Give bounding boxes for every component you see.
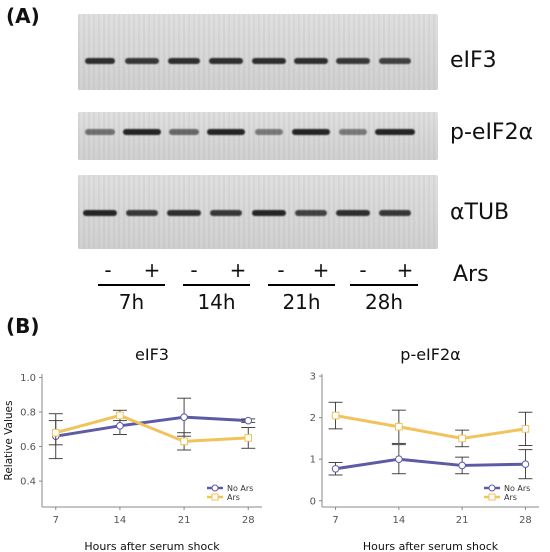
data-point bbox=[180, 437, 188, 446]
data-point bbox=[458, 461, 466, 470]
time-group-line bbox=[268, 284, 335, 286]
blot-label-p-eif2a: p-eIF2α bbox=[450, 120, 534, 145]
data-point bbox=[331, 411, 340, 420]
data-point bbox=[116, 411, 124, 420]
y-tick-label: 0.8 bbox=[20, 408, 36, 419]
data-point bbox=[51, 428, 60, 437]
data-point bbox=[244, 434, 253, 442]
y-tick-label: 1.0 bbox=[20, 373, 36, 384]
series-line bbox=[335, 457, 526, 471]
panel-b-label: (B) bbox=[6, 314, 40, 338]
x-tick-label: 28 bbox=[519, 515, 532, 526]
data-point bbox=[395, 455, 403, 464]
band bbox=[168, 58, 200, 64]
x-tick-label: 28 bbox=[242, 515, 255, 526]
time-label: 21h bbox=[282, 290, 321, 314]
band bbox=[255, 129, 283, 135]
x-tick-label: 21 bbox=[456, 515, 469, 526]
treatment-sign: + bbox=[229, 258, 247, 282]
data-point bbox=[116, 422, 124, 430]
data-point bbox=[244, 416, 253, 425]
band bbox=[210, 210, 242, 216]
legend-label: No Ars bbox=[227, 484, 253, 493]
y-tick-label: 0 bbox=[310, 496, 316, 507]
x-tick-label: 7 bbox=[332, 515, 338, 526]
x-tick-label: 14 bbox=[114, 515, 127, 526]
time-group-line bbox=[350, 284, 418, 286]
x-axis-label: Hours after serum shock bbox=[84, 540, 220, 552]
x-tick-label: 21 bbox=[178, 515, 191, 526]
data-point bbox=[458, 434, 466, 443]
data-point bbox=[180, 413, 188, 421]
band bbox=[207, 129, 245, 135]
band bbox=[375, 129, 415, 135]
chart-title: p-eIF2α bbox=[400, 345, 460, 364]
band bbox=[85, 58, 115, 64]
ars-label: Ars bbox=[453, 262, 489, 287]
treatment-sign: + bbox=[396, 258, 414, 282]
x-tick-label: 14 bbox=[392, 515, 405, 526]
y-tick-label: 2 bbox=[310, 413, 316, 424]
band bbox=[336, 210, 370, 216]
band bbox=[125, 58, 159, 64]
time-label: 14h bbox=[197, 290, 236, 314]
treatment-sign: + bbox=[312, 258, 330, 282]
panel-a-label: (A) bbox=[6, 4, 40, 28]
blot-label-atub: αTUB bbox=[450, 200, 510, 225]
chart-title: eIF3 bbox=[135, 345, 169, 364]
blot-label-eif3: eIF3 bbox=[450, 48, 497, 73]
x-axis-label: Hours after serum shock bbox=[363, 540, 499, 552]
treatment-sign: - bbox=[104, 258, 112, 282]
data-point bbox=[521, 425, 530, 433]
legend-marker bbox=[488, 484, 496, 492]
band bbox=[339, 129, 367, 135]
x-tick-label: 7 bbox=[53, 515, 59, 526]
legend-label: Ars bbox=[504, 493, 517, 502]
y-axis-label: Relative Values bbox=[3, 401, 15, 481]
series-line bbox=[55, 413, 249, 443]
band bbox=[379, 210, 411, 216]
data-point bbox=[331, 464, 340, 473]
legend-label: No Ars bbox=[504, 484, 530, 493]
legend-marker bbox=[211, 484, 219, 492]
band bbox=[85, 129, 115, 135]
data-point bbox=[395, 422, 403, 431]
treatment-sign: - bbox=[190, 258, 198, 282]
band bbox=[252, 210, 286, 216]
band bbox=[126, 210, 158, 216]
y-tick-label: 0.6 bbox=[20, 442, 36, 453]
treatment-sign: + bbox=[143, 258, 161, 282]
band bbox=[252, 58, 286, 64]
legend-marker bbox=[211, 493, 219, 501]
series-line bbox=[335, 414, 526, 440]
band bbox=[167, 210, 201, 216]
time-group-line bbox=[98, 284, 165, 286]
time-label: 7h bbox=[118, 290, 145, 314]
band bbox=[379, 58, 411, 64]
y-tick-label: 3 bbox=[310, 372, 316, 383]
band bbox=[209, 58, 243, 64]
legend-label: Ars bbox=[227, 493, 240, 502]
band bbox=[294, 58, 328, 64]
legend-marker bbox=[488, 493, 496, 501]
band bbox=[83, 210, 117, 216]
band bbox=[292, 129, 330, 135]
blot-eif3 bbox=[78, 14, 438, 90]
blot-p-eif2a bbox=[78, 112, 438, 160]
band bbox=[295, 210, 327, 216]
series-line bbox=[55, 415, 249, 438]
y-tick-label: 0.4 bbox=[20, 477, 36, 488]
band bbox=[123, 129, 161, 135]
y-tick-label: 1 bbox=[310, 455, 316, 466]
chart-eif3: eIF3 0.4 0.6 0.8 1.0 7 14 21 28 Hours after serum… bbox=[3, 345, 262, 552]
data-point bbox=[521, 460, 530, 468]
band bbox=[336, 58, 370, 64]
time-label: 28h bbox=[364, 290, 404, 314]
chart-p-eif2a: p-eIF2α 0 1 2 3 7 14 21 28 Hours after serum shoc… bbox=[310, 345, 539, 552]
treatment-sign: - bbox=[359, 258, 367, 282]
time-group-line bbox=[183, 284, 250, 286]
treatment-sign: - bbox=[277, 258, 285, 282]
band bbox=[169, 129, 199, 135]
